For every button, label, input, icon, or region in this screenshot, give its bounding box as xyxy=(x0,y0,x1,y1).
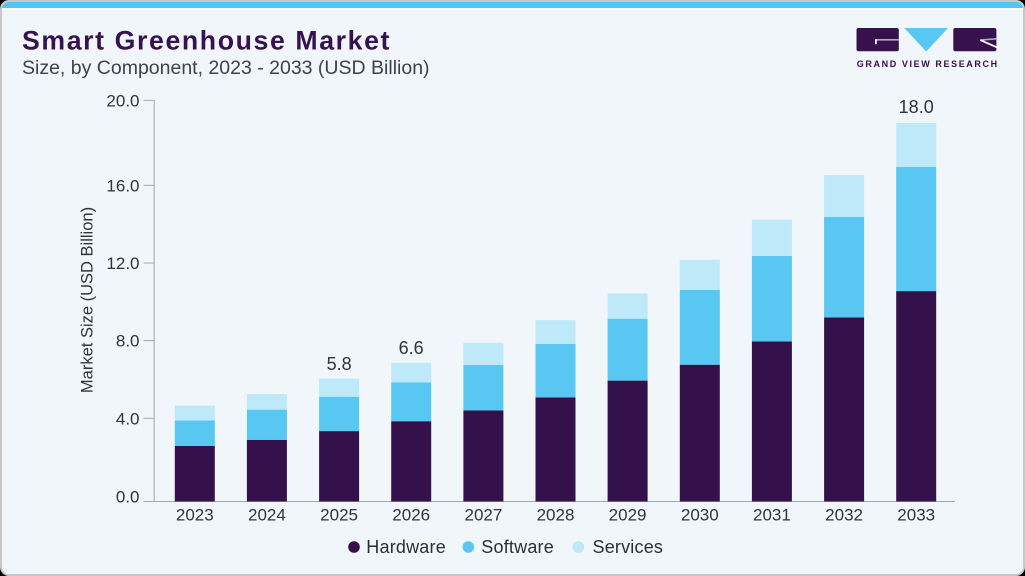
svg-text:0.0: 0.0 xyxy=(116,487,140,506)
svg-text:Size, by Component, 2023 - 203: Size, by Component, 2023 - 2033 (USD Bil… xyxy=(22,57,430,79)
svg-text:2028: 2028 xyxy=(537,506,575,525)
svg-text:Services: Services xyxy=(593,537,664,557)
svg-text:2026: 2026 xyxy=(392,506,430,525)
svg-text:Smart Greenhouse Market: Smart Greenhouse Market xyxy=(22,26,391,56)
svg-text:GRAND VIEW RESEARCH: GRAND VIEW RESEARCH xyxy=(857,59,999,69)
svg-text:2023: 2023 xyxy=(176,506,214,525)
svg-text:16.0: 16.0 xyxy=(106,176,139,195)
svg-text:18.0: 18.0 xyxy=(899,97,934,117)
svg-text:Hardware: Hardware xyxy=(366,537,446,557)
svg-text:2027: 2027 xyxy=(464,506,502,525)
svg-text:20.0: 20.0 xyxy=(106,91,139,110)
svg-text:2033: 2033 xyxy=(897,506,935,525)
svg-text:2029: 2029 xyxy=(609,506,647,525)
svg-text:2030: 2030 xyxy=(681,506,719,525)
svg-text:4.0: 4.0 xyxy=(116,409,140,428)
svg-text:Software: Software xyxy=(481,537,554,557)
svg-text:2032: 2032 xyxy=(825,506,863,525)
svg-text:8.0: 8.0 xyxy=(116,332,140,351)
svg-text:2024: 2024 xyxy=(248,506,286,525)
svg-text:5.8: 5.8 xyxy=(327,354,352,374)
svg-text:2025: 2025 xyxy=(320,506,358,525)
svg-text:12.0: 12.0 xyxy=(106,254,139,273)
svg-text:6.6: 6.6 xyxy=(399,338,424,358)
svg-text:Market Size (USD Billion): Market Size (USD Billion) xyxy=(79,207,97,393)
svg-text:2031: 2031 xyxy=(753,506,791,525)
